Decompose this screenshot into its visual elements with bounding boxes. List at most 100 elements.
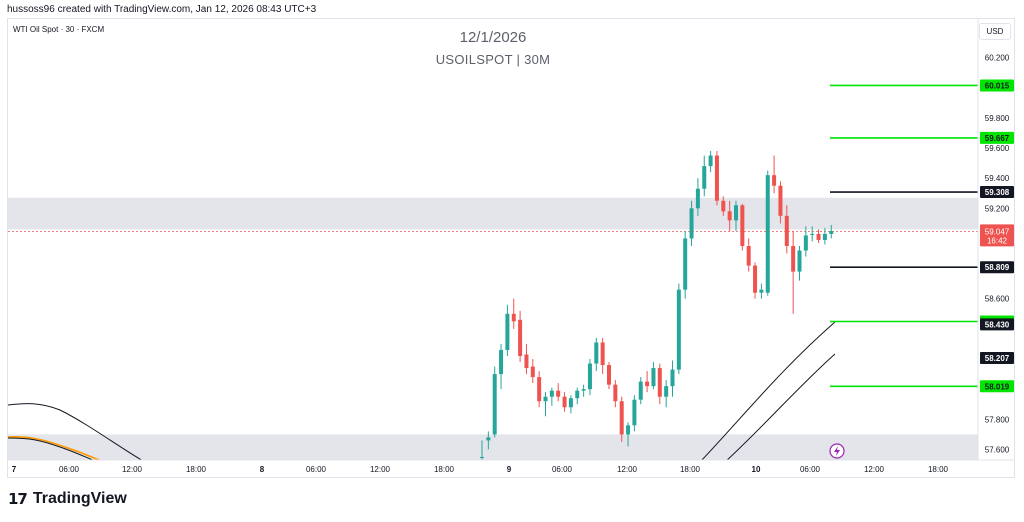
candle-body [505,313,510,350]
chart-credit: hussoss96 created with TradingView.com, … [7,4,317,15]
candle [511,298,516,329]
plot-area [8,84,978,460]
candle-body [613,384,618,402]
candle-body [784,215,789,246]
candle [791,230,796,314]
candle [537,371,542,408]
candle-body [518,319,523,357]
candle [651,362,656,390]
candle [657,363,662,405]
candle [753,262,758,299]
price-chart[interactable]: 60.200 59.800 59.600 59.400 59.200 58.600 57.8… [0,0,1024,480]
candle-body [714,155,719,201]
candle [524,343,529,375]
tradingview-logo[interactable]: 17 TradingView [8,490,127,508]
candle-body [581,389,586,391]
candle-body [734,205,738,221]
candle [765,170,770,296]
candle [664,380,669,408]
last-price-label: 59.047 [985,227,1010,236]
candle [549,387,554,406]
candle [695,178,700,216]
x-tick-label: 06:00 [552,465,573,474]
candle-body [562,396,567,408]
x-tick-label: 06:00 [800,465,821,474]
candle [480,440,484,460]
candle-body [702,166,707,189]
candle-body [740,205,745,246]
y-tick-label: 57.600 [985,445,1010,454]
x-tick-label: 12:00 [864,465,885,474]
candle [619,396,624,442]
symbol-label[interactable]: WTI Oil Spot · 30 · FXCM [13,25,105,34]
candle-body [511,313,516,322]
candle-body [810,233,815,235]
candle [645,371,650,393]
x-tick-label: 7 [12,465,17,474]
candle-body [695,188,700,209]
candle-body [727,211,732,221]
watermark-date: 12/1/2026 [459,29,527,46]
candle [594,337,599,372]
candle-body [587,363,592,390]
x-tick-label: 06:00 [59,465,80,474]
ma-curve-left-2 [8,437,94,460]
candle-body [651,368,656,387]
candle-body [499,349,504,375]
candle [740,203,745,251]
y-tick-label: 59.400 [985,174,1010,183]
candle-body [524,354,529,369]
countdown-label: 16:42 [987,236,1008,245]
lightning-glyph [834,446,840,456]
y-tick-label: 59.200 [985,204,1010,213]
candle [772,155,777,194]
candle-body [638,381,643,400]
currency-button[interactable]: USD [979,23,1011,40]
x-tick-label: 18:00 [186,465,207,474]
candle-body [676,289,681,370]
candle [518,310,523,363]
candle-body [689,208,694,239]
candle [492,366,497,438]
curve-tag-bg [980,351,1014,364]
level-tag-bg [980,79,1014,92]
watermark-symbol: USOILSPOT | 30M [435,52,551,67]
zone-band-1 [8,434,978,460]
candle-body [575,390,580,399]
candle [676,283,681,375]
level-tag-bg [980,186,1014,199]
candle [613,380,618,408]
candle [556,383,561,402]
candle-body [765,175,770,293]
y-tick-label: 60.200 [985,54,1010,63]
candle-body [556,390,561,397]
level-tag: 58.809 [985,263,1010,272]
candle [746,238,751,272]
y-tick-label: 57.800 [985,415,1010,424]
candle [575,387,580,405]
candle [581,384,586,397]
candle-body [568,398,573,408]
candle-body [778,185,783,216]
tradingview-logo-icon: 17 [8,490,28,508]
candle-body [816,233,821,240]
candle [829,224,834,239]
candle [822,227,827,245]
y-tick-label: 58.600 [985,295,1010,304]
chart-frame [7,18,1015,478]
candle [543,392,548,417]
x-tick-label: 18:00 [680,465,701,474]
candle [505,304,510,357]
level-tag-bg [980,131,1014,144]
x-tick-label: 12:00 [122,465,143,474]
curve-tag: 58.430 [985,320,1010,329]
candle [638,377,643,405]
candle-body [797,250,802,272]
candle-body [619,401,624,435]
x-tick-label: 18:00 [434,465,455,474]
candle-body [746,245,751,266]
candle [530,359,535,384]
candle-body [759,289,764,293]
level-tag: 59.308 [985,188,1010,197]
candle-body [492,374,497,435]
